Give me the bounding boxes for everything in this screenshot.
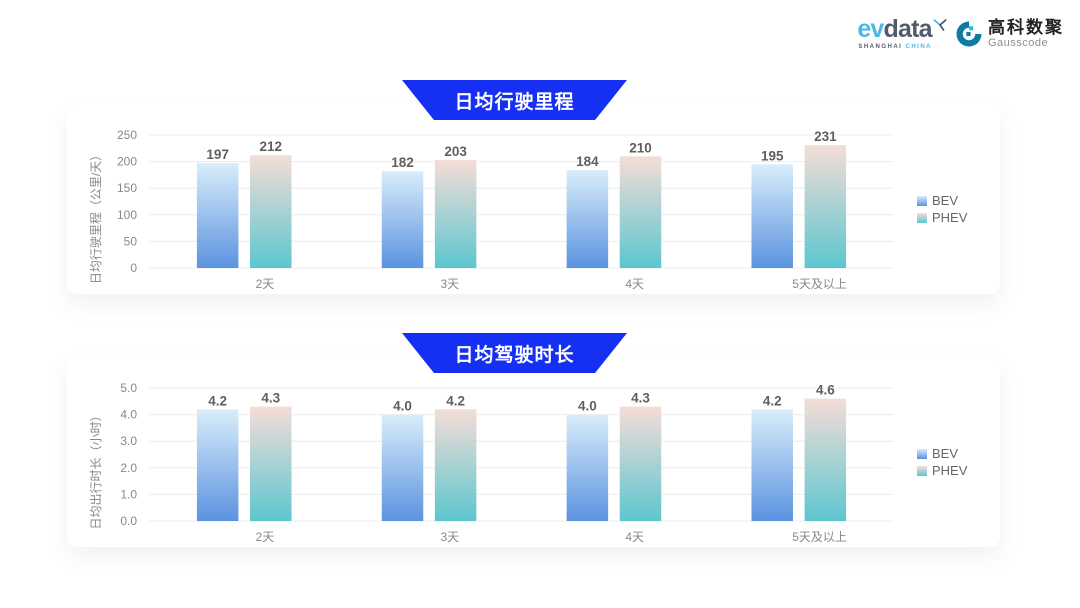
svg-text:3.0: 3.0 (120, 434, 137, 448)
svg-text:4.0: 4.0 (393, 399, 412, 414)
svg-text:BEV: BEV (932, 446, 958, 461)
svg-text:日均行驶里程（公里/天）: 日均行驶里程（公里/天） (88, 149, 103, 284)
svg-text:100: 100 (117, 208, 137, 222)
svg-text:231: 231 (814, 129, 837, 144)
svg-text:4.2: 4.2 (208, 393, 227, 408)
svg-text:2天: 2天 (256, 277, 275, 291)
svg-text:4.3: 4.3 (261, 391, 280, 406)
svg-text:4.2: 4.2 (446, 393, 465, 408)
svg-text:4.3: 4.3 (631, 391, 650, 406)
svg-text:4天: 4天 (625, 530, 644, 544)
svg-text:2天: 2天 (256, 530, 275, 544)
svg-text:3天: 3天 (440, 530, 459, 544)
svg-text:4天: 4天 (625, 277, 644, 291)
svg-text:195: 195 (761, 148, 784, 163)
svg-text:PHEV: PHEV (932, 463, 968, 478)
svg-text:4.2: 4.2 (763, 393, 782, 408)
svg-text:200: 200 (117, 155, 137, 169)
svg-text:PHEV: PHEV (932, 210, 968, 225)
svg-text:250: 250 (117, 128, 137, 142)
svg-text:0: 0 (130, 261, 137, 275)
svg-text:184: 184 (576, 154, 599, 169)
svg-text:BEV: BEV (932, 193, 958, 208)
svg-text:1.0: 1.0 (120, 487, 137, 501)
svg-text:4.0: 4.0 (578, 399, 597, 414)
svg-text:150: 150 (117, 181, 137, 195)
svg-text:0.0: 0.0 (120, 514, 137, 528)
svg-text:2.0: 2.0 (120, 461, 137, 475)
svg-text:210: 210 (629, 140, 652, 155)
svg-text:197: 197 (206, 147, 229, 162)
svg-text:4.6: 4.6 (816, 383, 835, 398)
svg-text:203: 203 (444, 144, 467, 159)
svg-text:50: 50 (124, 234, 138, 248)
svg-text:5天及以上: 5天及以上 (792, 277, 847, 291)
svg-text:5.0: 5.0 (120, 381, 137, 395)
svg-text:5天及以上: 5天及以上 (792, 530, 847, 544)
svg-text:3天: 3天 (440, 277, 459, 291)
svg-text:182: 182 (391, 155, 414, 170)
svg-text:日均出行时长（小时）: 日均出行时长（小时） (89, 409, 103, 529)
svg-text:4.0: 4.0 (120, 408, 137, 422)
svg-text:212: 212 (259, 139, 282, 154)
